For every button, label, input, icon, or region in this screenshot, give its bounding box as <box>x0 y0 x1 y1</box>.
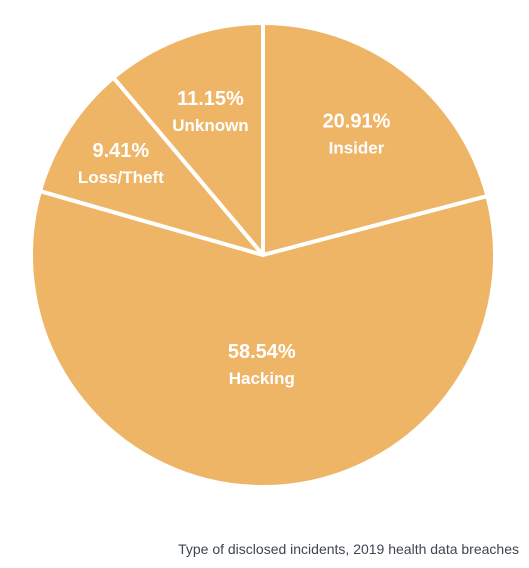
slice-category-label-hacking: Hacking <box>229 369 295 388</box>
slice-value-label-unknown: 11.15% <box>177 88 244 110</box>
pie-slice-insider <box>261 21 490 257</box>
slice-category-label-loss-theft: Loss/Theft <box>78 168 164 187</box>
chart-caption: Type of disclosed incidents, 2019 health… <box>178 541 519 557</box>
slice-value-label-hacking: 58.54% <box>228 341 296 363</box>
slice-category-label-unknown: Unknown <box>172 116 249 135</box>
slice-value-label-insider: 20.91% <box>323 111 391 133</box>
pie-slices <box>29 21 497 489</box>
slice-category-label-insider: Insider <box>329 139 385 158</box>
slice-value-label-loss-theft: 9.41% <box>92 140 149 162</box>
pie-labels: 20.91% Insider 58.54% Hacking 9.41% Loss/Thef… <box>78 88 391 388</box>
pie-slice-hacking <box>29 189 497 489</box>
pie-slice-loss-theft <box>37 75 265 257</box>
pie-slice-unknown <box>111 21 265 257</box>
